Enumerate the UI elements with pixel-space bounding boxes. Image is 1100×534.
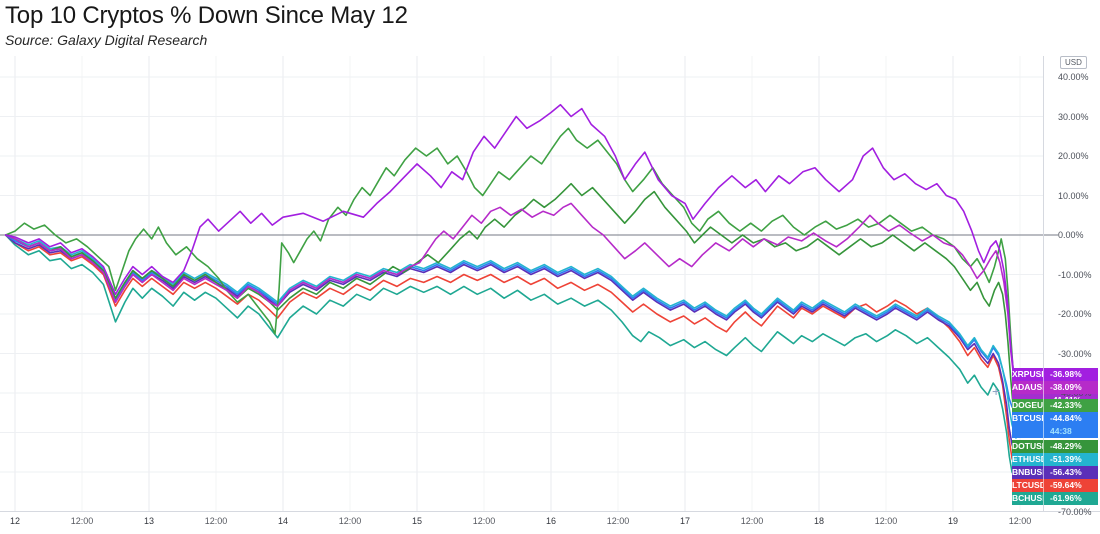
- price-label-BNBUSD[interactable]: BNBUSD -56.43%: [1012, 466, 1098, 479]
- time-tick-label: 12:00: [472, 516, 496, 526]
- axis-divider: [1043, 368, 1044, 381]
- series-line-ETHUSD[interactable]: [4, 234, 1017, 439]
- time-tick-label: 12:00: [606, 516, 630, 526]
- time-tick-label: 12:00: [338, 516, 362, 526]
- ticker-label: LTCUSD: [1012, 480, 1043, 490]
- ticker-label: ADAUSD: [1012, 382, 1043, 392]
- series-line-DOTUSD[interactable]: [4, 182, 1017, 427]
- price-tick-label: -10.00%: [1058, 269, 1092, 280]
- axis-divider: [1043, 492, 1044, 505]
- ticker-label: XRPUSD: [1012, 369, 1043, 379]
- axis-divider: [1043, 412, 1044, 438]
- price-label-DOGEUSD[interactable]: DOGEUSD -42.33%: [1012, 399, 1098, 412]
- time-tick-label: 12:00: [874, 516, 898, 526]
- price-label-XRPUSD[interactable]: XRPUSD -36.98%: [1012, 368, 1098, 381]
- ticker-label: BCHUSD: [1012, 493, 1043, 503]
- bar-countdown-timer: 44:38: [1050, 426, 1072, 436]
- time-tick-label: 12:00: [204, 516, 228, 526]
- price-label-ETHUSD[interactable]: ETHUSD -51.39%: [1012, 453, 1098, 466]
- time-tick-label: 14: [277, 516, 288, 526]
- time-tick-label: 13: [143, 516, 154, 526]
- series-line-LTCUSD[interactable]: [4, 234, 1017, 472]
- percent-change-value: -42.33%: [1050, 400, 1082, 410]
- price-label-ADAUSD[interactable]: ADAUSD -38.09%: [1012, 381, 1098, 394]
- currency-badge[interactable]: USD: [1060, 56, 1087, 69]
- percent-change-value: -51.39%: [1050, 454, 1082, 464]
- price-label-BTCUSD[interactable]: BTCUSD -44.84% 44:38: [1012, 412, 1098, 438]
- series-line-BNBUSD[interactable]: [4, 234, 1017, 459]
- ticker-label: ETHUSD: [1012, 454, 1043, 464]
- axis-divider: [1043, 440, 1044, 453]
- price-tick-label: 40.00%: [1058, 72, 1089, 82]
- price-label-BCHUSD[interactable]: BCHUSD -61.96%: [1012, 492, 1098, 505]
- series-line-BCHUSD[interactable]: [4, 234, 1017, 481]
- percent-change-value: -48.29%: [1050, 441, 1082, 451]
- ticker-label: DOGEUSD: [1012, 400, 1043, 410]
- price-tick-label: -30.00%: [1058, 348, 1092, 359]
- percent-change-value: -36.98%: [1050, 369, 1082, 379]
- time-tick-label: 12: [9, 516, 20, 526]
- title-block: Top 10 Cryptos % Down Since May 12 Sourc…: [5, 0, 408, 48]
- chart-source: Source: Galaxy Digital Research: [5, 32, 208, 48]
- time-tick-label: 15: [411, 516, 422, 526]
- price-label-LTCUSD[interactable]: LTCUSD -59.64%: [1012, 479, 1098, 492]
- crosshair-plus-icon[interactable]: +: [992, 383, 1001, 399]
- axis-divider: [1043, 466, 1044, 479]
- axis-divider: [1043, 479, 1044, 492]
- percent-change-value: -61.96%: [1050, 493, 1082, 503]
- price-label-DOTUSD[interactable]: DOTUSD -48.29%: [1012, 440, 1098, 453]
- percent-change-value: -38.09%: [1050, 382, 1082, 392]
- time-tick-label: 19: [947, 516, 958, 526]
- ticker-label: DOTUSD: [1012, 441, 1043, 451]
- price-tick-label: -70.00%: [1058, 506, 1092, 517]
- time-tick-label: 16: [545, 516, 556, 526]
- price-tick-label: 10.00%: [1058, 190, 1089, 201]
- axis-divider: [1043, 453, 1044, 466]
- price-tick-label: 20.00%: [1058, 151, 1089, 161]
- ticker-label: BTCUSD: [1012, 413, 1043, 423]
- time-tick-label: 12:00: [70, 516, 94, 526]
- series-line-XRPUSD[interactable]: [4, 103, 1017, 382]
- chart-title: Top 10 Cryptos % Down Since May 12: [5, 2, 408, 29]
- time-tick-label: 18: [813, 516, 824, 526]
- series-line-ADAUSD[interactable]: [4, 202, 1017, 386]
- ticker-label: BNBUSD: [1012, 467, 1043, 477]
- axis-divider: [1043, 399, 1044, 412]
- price-tick-label: 30.00%: [1058, 111, 1089, 122]
- series-line-DOGEUSD[interactable]: [4, 127, 1017, 403]
- time-tick-label: 12:00: [740, 516, 764, 526]
- price-tick-label: 0.00%: [1058, 230, 1084, 240]
- time-tick-label: 12:00: [1008, 516, 1032, 526]
- axis-divider: [1043, 381, 1044, 394]
- time-tick-label: 17: [679, 516, 690, 526]
- price-tick-label: -20.00%: [1058, 309, 1092, 319]
- percent-change-value: -59.64%: [1050, 480, 1082, 490]
- percent-change-value: -44.84%: [1050, 413, 1082, 423]
- percent-change-value: -56.43%: [1050, 467, 1082, 477]
- series-line-BTCUSD[interactable]: [4, 234, 1017, 413]
